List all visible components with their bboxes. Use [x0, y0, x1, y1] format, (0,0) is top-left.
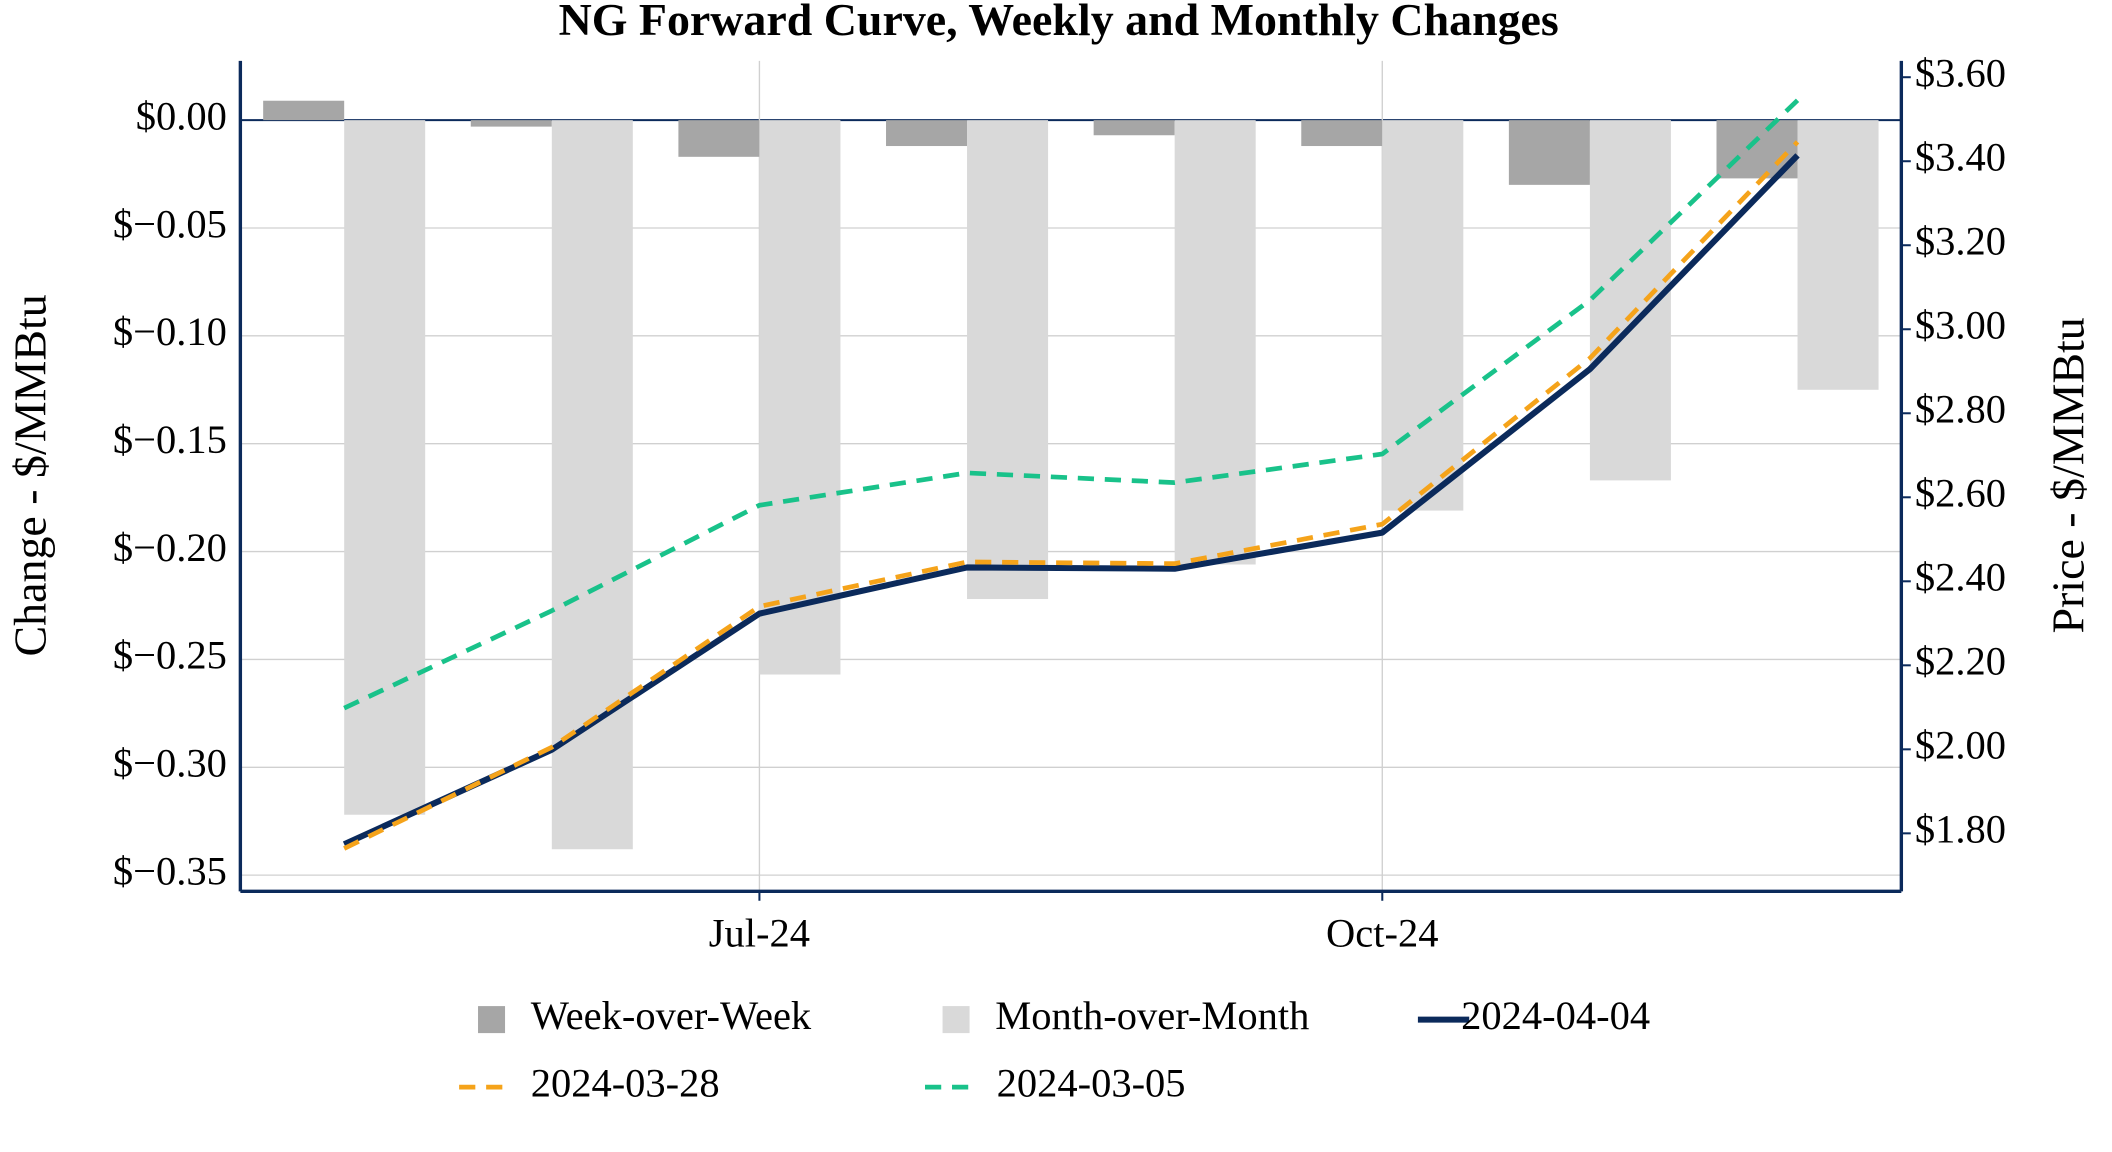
- bar: [344, 120, 426, 815]
- bar: [1174, 120, 1256, 565]
- legend-swatch: [942, 1006, 970, 1034]
- bar: [1093, 120, 1175, 136]
- line: [343, 140, 1800, 851]
- y2-tick-label: $3.60: [1915, 51, 2006, 96]
- y2-tick-label: $2.20: [1915, 639, 2006, 684]
- x-tick-label: Jul-24: [709, 911, 810, 956]
- y-tick-label: $−0.05: [113, 201, 227, 246]
- y2-tick-label: $2.40: [1915, 555, 2006, 600]
- legend-swatch: [478, 1006, 506, 1034]
- y-tick-label: $−0.35: [113, 848, 227, 893]
- legend-label: Month-over-Month: [995, 993, 1309, 1038]
- line: [342, 153, 1800, 848]
- bar: [263, 100, 345, 121]
- y-tick-label: $−0.30: [113, 741, 227, 786]
- bar: [1301, 120, 1383, 147]
- y-axis-title: Change - $/MMBtu: [5, 294, 56, 656]
- y2-tick-label: $1.80: [1915, 807, 2006, 852]
- line: [343, 98, 1800, 711]
- y-tick-label: $−0.20: [113, 525, 227, 570]
- y2-tick-label: $2.00: [1915, 723, 2006, 768]
- y-tick-label: $−0.15: [113, 417, 227, 462]
- bar: [551, 120, 633, 850]
- y2-tick-label: $3.00: [1915, 303, 2006, 348]
- bar: [759, 120, 841, 675]
- x-tick-label: Oct-24: [1326, 911, 1438, 956]
- y2-tick-label: $2.80: [1915, 387, 2006, 432]
- legend-label: 2024-03-05: [997, 1060, 1186, 1105]
- y-tick-label: $0.00: [136, 93, 227, 138]
- bar: [967, 120, 1049, 600]
- bar: [886, 120, 968, 147]
- y-tick-label: $−0.10: [113, 309, 227, 354]
- bar: [1797, 120, 1879, 390]
- y2-tick-label: $3.40: [1915, 135, 2006, 180]
- chart-title: NG Forward Curve, Weekly and Monthly Cha…: [559, 0, 1559, 45]
- bar: [678, 120, 760, 157]
- legend-label: 2024-03-28: [531, 1060, 720, 1105]
- bar: [1508, 120, 1590, 185]
- legend-label: Week-over-Week: [531, 993, 812, 1038]
- y2-tick-label: $3.20: [1915, 219, 2006, 264]
- y-tick-label: $−0.25: [113, 633, 227, 678]
- y2-tick-label: $2.60: [1915, 471, 2006, 516]
- bar: [470, 120, 552, 127]
- bar: [1382, 120, 1464, 511]
- y2-axis-title: Price - $/MMBtu: [2042, 317, 2093, 633]
- legend-label: 2024-04-04: [1461, 993, 1650, 1038]
